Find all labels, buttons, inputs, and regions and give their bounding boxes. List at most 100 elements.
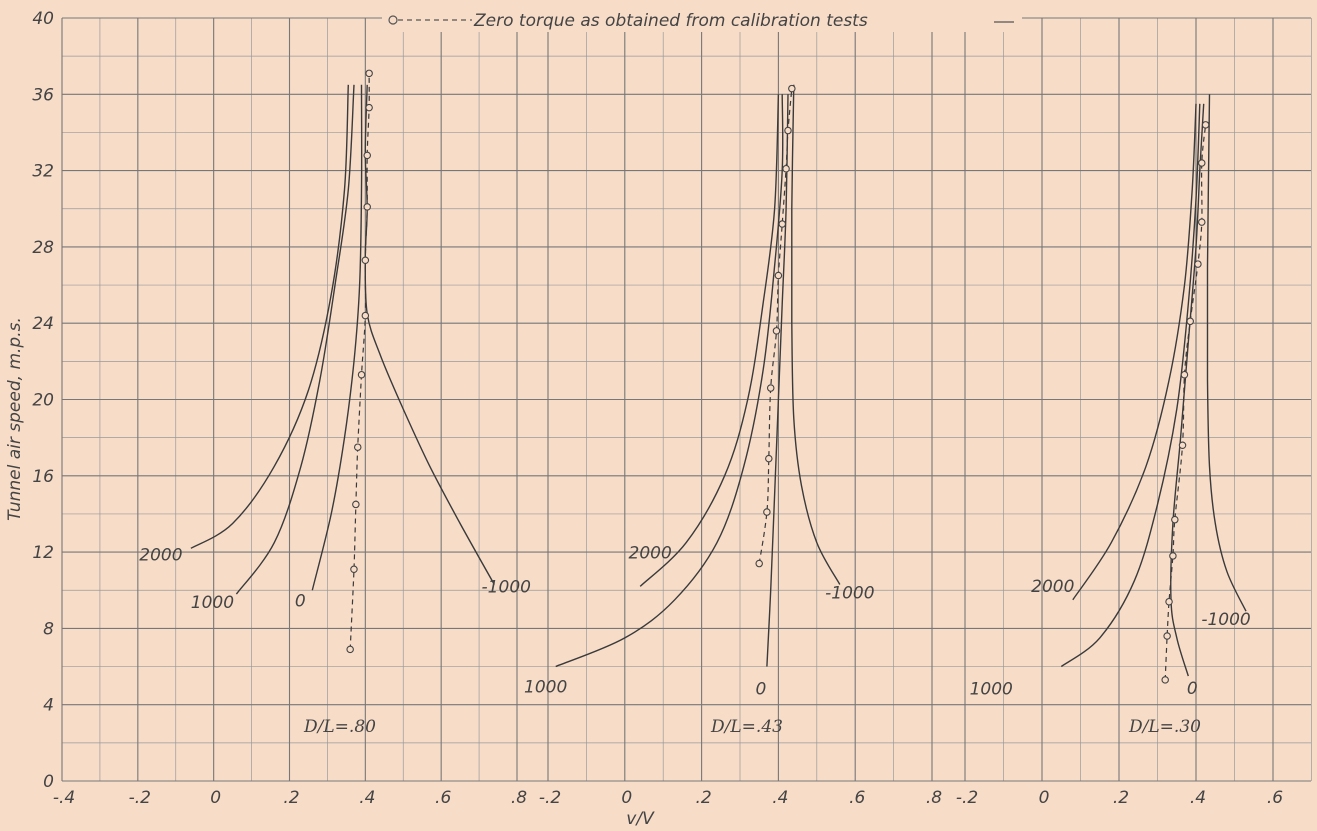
calibration-point	[782, 164, 790, 173]
calibration-point	[1169, 552, 1177, 560]
curves	[190, 84, 1247, 677]
x-tick-label: -.2	[539, 788, 561, 808]
y-tick-label: 40	[32, 9, 54, 29]
calibration-point	[1194, 260, 1202, 268]
x-tick-label: .8	[511, 788, 527, 808]
y-tick-label: 32	[32, 162, 54, 182]
calibration-point	[352, 500, 360, 509]
x-tick-label: 0	[210, 788, 221, 808]
x-tick-labels: -.4 -.2 0 .2 .4 .6 .8 -.2 0 .2 .4 .6 .8 -.2 0 .2 .4 .6	[53, 788, 1283, 808]
calibration-point	[353, 443, 362, 451]
calibration-point	[357, 370, 366, 379]
calibration-point	[1178, 441, 1187, 450]
curve-2000	[190, 84, 349, 549]
x-tick-label: .4	[359, 788, 375, 808]
calibration-point	[365, 69, 373, 78]
panel-title: D/L=.80	[303, 717, 376, 737]
curve-2000	[1072, 103, 1197, 601]
panel-title: D/L=.30	[1128, 717, 1201, 737]
curve-label: 0	[1187, 679, 1198, 699]
y-tick-label: 16	[32, 467, 54, 487]
y-tick-label: 24	[32, 314, 54, 334]
calibration-point	[772, 327, 781, 335]
y-tick-label: 8	[43, 619, 54, 639]
x-tick-label: -.2	[129, 788, 151, 808]
curve-0	[766, 94, 789, 667]
calibration-point	[765, 454, 773, 463]
curve--1000	[790, 84, 841, 585]
curve-label: -1000	[1201, 610, 1250, 630]
calibration-point	[763, 508, 771, 516]
calibration-point	[350, 565, 358, 574]
curve-label: 0	[755, 680, 766, 700]
calibration-line	[349, 73, 370, 650]
x-tick-label: .4	[772, 788, 788, 808]
x-tick-label: -.4	[53, 788, 75, 808]
x-tick-label: 0	[1039, 788, 1050, 808]
calibration-points	[346, 69, 1210, 684]
calibration-point	[363, 151, 371, 160]
legend-label: Zero torque as obtained from calibration…	[473, 11, 868, 31]
curve-1000	[555, 94, 784, 668]
x-tick-label: .2	[695, 788, 711, 808]
calibration-point	[1201, 121, 1210, 129]
y-tick-label: 0	[43, 772, 54, 792]
curve-label: 1000	[970, 680, 1013, 700]
curve-0	[311, 84, 363, 591]
y-tick-label: 4	[43, 696, 54, 716]
x-tick-label: .6	[435, 788, 451, 808]
x-tick-label: .2	[283, 788, 299, 808]
calibration-point	[755, 559, 763, 568]
curve-label: -1000	[825, 584, 874, 604]
y-tick-label: 28	[32, 238, 54, 258]
curve-label: 1000	[524, 678, 567, 698]
curve-label: 2000	[629, 543, 672, 563]
calibration-point	[788, 84, 796, 93]
x-axis-label: v/V	[626, 809, 655, 829]
calibration-point	[361, 311, 370, 320]
x-tick-label: -.2	[956, 788, 978, 808]
curve-1000	[1060, 103, 1201, 668]
legend-background	[382, 8, 1022, 32]
curve-label: 2000	[139, 545, 182, 565]
legend: Zero torque as obtained from calibration…	[382, 8, 1022, 32]
calibration-point	[1198, 159, 1206, 167]
curve-labels: 2000 1000 0 -1000 2000 1000 0 -1000 2000 1000 0 -10…	[139, 543, 1250, 699]
calibration-point	[361, 256, 370, 265]
curve--1000	[1206, 94, 1247, 612]
y-tick-label: 12	[32, 543, 54, 563]
y-tick-labels: 0 4 8 12 16 20 24 28 32 36 40	[32, 9, 54, 792]
y-tick-label: 36	[32, 85, 54, 105]
curve-2000	[639, 94, 780, 587]
calibration-point	[1161, 676, 1169, 684]
calibration-point	[766, 384, 775, 392]
curve-0	[1170, 103, 1205, 677]
calibration-point	[363, 203, 371, 211]
calibration-point	[346, 645, 354, 654]
curve-label: -1000	[482, 578, 531, 598]
calibration-point	[1186, 317, 1194, 326]
calibration-point	[784, 126, 792, 135]
y-axis-label: Tunnel air speed, m.p.s.	[5, 317, 25, 521]
curve-label: 2000	[1031, 577, 1074, 597]
calibration-line	[758, 88, 793, 564]
x-tick-label: .2	[1113, 788, 1129, 808]
x-tick-label: .6	[849, 788, 865, 808]
curve-label: 1000	[191, 593, 234, 613]
curve-label: 0	[295, 591, 306, 611]
x-tick-label: .8	[926, 788, 942, 808]
calibration-point	[1171, 515, 1179, 524]
x-tick-label: .6	[1267, 788, 1283, 808]
calibration-point	[1165, 597, 1173, 606]
legend-marker	[388, 15, 398, 25]
panel-titles: D/L=.80 D/L=.43 D/L=.30	[303, 717, 1201, 737]
calibration-point	[778, 220, 786, 228]
calibration-point	[1180, 370, 1189, 379]
curve-1000	[235, 84, 355, 595]
panel-title: D/L=.43	[710, 717, 783, 737]
calibration-point	[1198, 218, 1206, 226]
calibration-point	[365, 103, 373, 112]
calibration-point	[774, 271, 783, 280]
